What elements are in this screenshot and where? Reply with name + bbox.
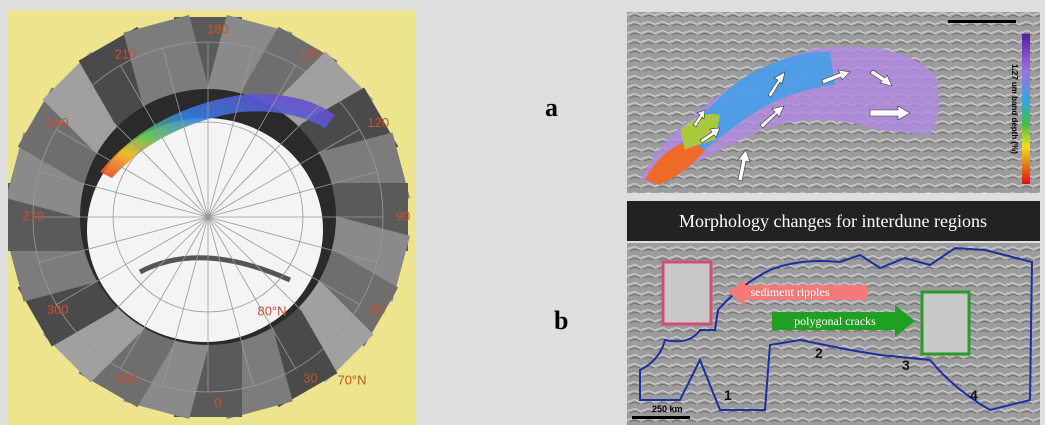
panel-a: 1.27 um band depth (%) [627,12,1040,193]
ripples-box [663,262,711,324]
longitude-label: 0 [214,395,221,410]
longitude-label: 330 [115,370,137,385]
longitude-label: 210 [115,46,137,61]
panel-b-title: Morphology changes for interdune regions [679,211,987,231]
cracks-box [922,292,969,354]
scale-bar-label: 250 km [652,404,683,414]
region-number: 2 [815,345,823,361]
region-number: 1 [724,387,732,403]
colorbar [1022,34,1030,184]
figure: 1801501209060300330300270240210 80°N 70°… [0,0,1045,425]
longitude-label: 60 [371,302,385,317]
longitude-label: 180 [207,21,229,36]
longitude-label: 300 [47,302,69,317]
colorbar-title: 1.27 um band depth (%) [1010,64,1019,154]
annotation: polygonal cracks [794,314,876,328]
panel-label: b [554,306,568,335]
longitude-label: 120 [367,115,389,130]
panel-label: a [545,93,558,122]
region-number: 4 [970,387,978,403]
longitude-label: 270 [22,208,44,223]
longitude-label: 90 [396,208,410,223]
longitude-label: 150 [300,46,322,61]
annotation: sediment ripples [751,285,830,299]
region-number: 3 [902,357,910,373]
longitude-label: 240 [47,115,69,130]
panel-b: Morphology changes for interdune regions… [627,201,1040,425]
latitude-label: 80°N [257,303,286,318]
latitude-label: 70°N [337,372,366,387]
longitude-label: 30 [303,370,317,385]
scale-bar [948,20,1016,23]
scale-bar [632,416,690,419]
graticule [33,42,383,392]
